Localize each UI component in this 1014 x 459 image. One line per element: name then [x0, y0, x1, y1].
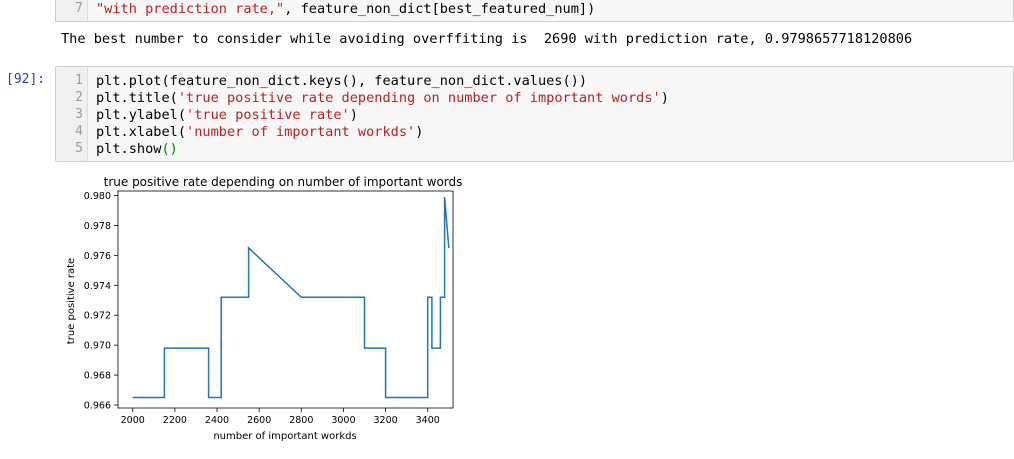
- code-string: 'number of important workds': [186, 124, 416, 140]
- code-line: plt.plot(feature_non_dict.keys(), featur…: [96, 73, 587, 89]
- line-chart: true positive rate depending on number o…: [66, 175, 463, 442]
- line-number: 5: [75, 141, 83, 156]
- y-tick-label: 0.968: [84, 371, 111, 382]
- y-tick-label: 0.974: [84, 281, 111, 292]
- chart-title: true positive rate depending on number o…: [104, 175, 463, 189]
- line-gutter: 7: [56, 0, 88, 21]
- x-tick-label: 2600: [247, 415, 271, 426]
- code-text: (): [161, 141, 178, 157]
- code-text: plt.ylabel(: [96, 107, 187, 123]
- x-tick-label: 2000: [121, 415, 145, 426]
- line-number: 7: [75, 1, 83, 16]
- code-text: , feature_non_dict[best_featured_num]): [284, 1, 596, 17]
- y-tick-label: 0.976: [84, 251, 111, 262]
- code-text: plt.show: [96, 141, 162, 157]
- code-text: ): [660, 90, 669, 106]
- code-string: "with prediction rate,": [96, 1, 285, 17]
- code-text: ): [349, 107, 358, 123]
- y-tick-label: 0.972: [84, 311, 111, 322]
- x-tick-label: 2800: [289, 415, 313, 426]
- code-cell[interactable]: 1 2 3 4 5 plt.plot(feature_non_dict.keys(), …: [55, 66, 1014, 162]
- y-tick-label: 0.978: [84, 221, 111, 232]
- code-line: "with prediction rate,", feature_non_dic…: [96, 1, 595, 17]
- line-number: 3: [75, 107, 83, 122]
- code-line: plt.show(): [96, 141, 178, 157]
- code-line: plt.title('true positive rate depending …: [96, 90, 669, 106]
- y-tick-label: 0.970: [84, 341, 111, 352]
- y-axis-label: true positive rate: [66, 258, 77, 344]
- code-text: plt.xlabel(: [96, 124, 187, 140]
- series-line: [132, 196, 450, 399]
- y-tick-label: 0.966: [84, 401, 111, 412]
- code-string: 'true positive rate depending on number …: [177, 90, 661, 106]
- x-tick-label: 3000: [331, 415, 355, 426]
- x-tick-label: 2400: [205, 415, 229, 426]
- y-tick-label: 0.980: [84, 191, 111, 202]
- previous-code-cell[interactable]: 7 "with prediction rate,", feature_non_d…: [55, 0, 1014, 22]
- line-number: 1: [75, 73, 83, 88]
- x-tick-label: 2200: [163, 415, 187, 426]
- plot-output: true positive rate depending on number o…: [0, 165, 520, 459]
- line-gutter: 1 2 3 4 5: [56, 67, 88, 161]
- x-tick-label: 3200: [373, 415, 397, 426]
- code-text: plt.plot(feature_non_dict.keys(), featur…: [96, 73, 588, 89]
- input-prompt: [92]:: [6, 72, 46, 87]
- y-axis: 0.966 0.968 0.970 0.972 0.974 0.976 0.978 0.980: [84, 191, 118, 412]
- code-text: plt.title(: [96, 90, 178, 106]
- code-line: plt.xlabel('number of important workds'): [96, 124, 423, 140]
- cell-output-text: The best number to consider while avoidi…: [61, 31, 913, 47]
- code-string: 'true positive rate': [186, 107, 350, 123]
- x-axis: 2000 2200 2400 2600 2800 3000 3200 3400: [121, 408, 440, 426]
- line-number: 2: [75, 90, 83, 105]
- code-line: plt.ylabel('true positive rate'): [96, 107, 358, 123]
- line-number: 4: [75, 124, 83, 139]
- x-axis-label: number of important workds: [213, 431, 356, 442]
- plot-frame: [117, 190, 454, 409]
- code-text: ): [415, 124, 424, 140]
- x-tick-label: 3400: [416, 415, 440, 426]
